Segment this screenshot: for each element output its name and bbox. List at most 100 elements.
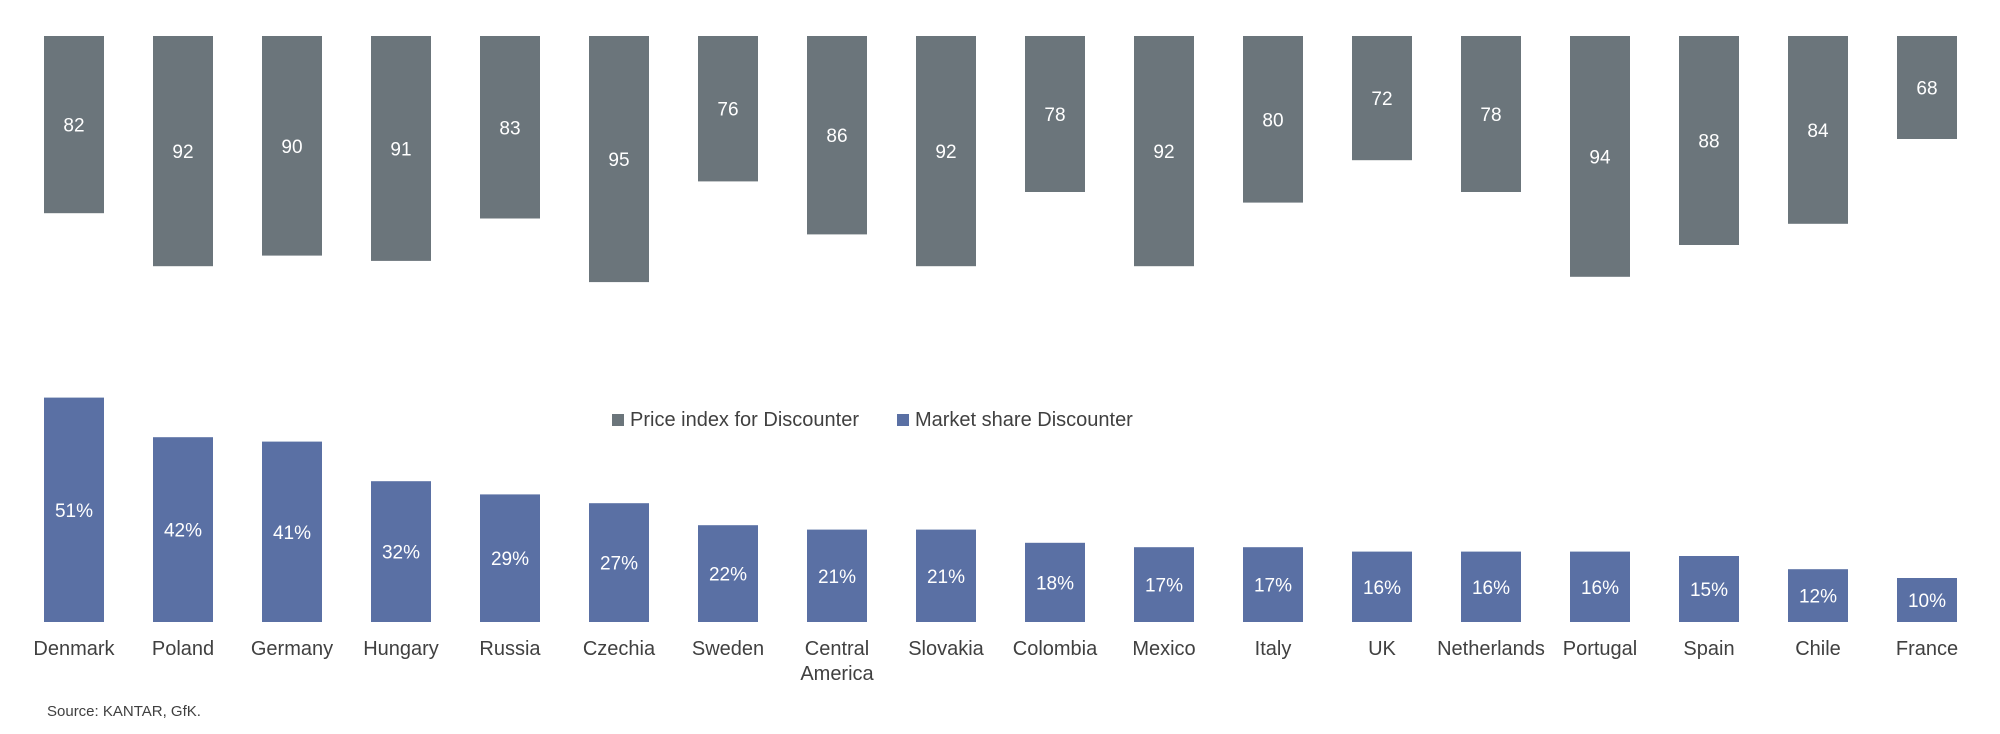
share-label-spain: 15% — [1690, 580, 1728, 601]
price-bar-hungary — [371, 36, 431, 261]
share-bar-germany — [262, 441, 322, 622]
legend-item-share: Market share Discounter — [896, 408, 1133, 432]
price-bar-slovakia — [916, 36, 976, 267]
share-bar-netherlands — [1461, 551, 1521, 622]
share-bar-france — [1897, 578, 1957, 622]
share-label-czechia: 27% — [600, 554, 638, 575]
category-label-netherlands: Netherlands — [1437, 638, 1545, 660]
price-label-colombia: 78 — [1044, 105, 1065, 126]
price-label-poland: 92 — [172, 142, 193, 163]
category-label-spain: Spain — [1683, 638, 1734, 660]
legend-swatch-price — [612, 414, 624, 426]
category-label-germany: Germany — [251, 638, 333, 660]
share-bar-central-america — [807, 529, 867, 622]
category-label-russia: Russia — [479, 638, 541, 660]
legend-swatch-share — [896, 414, 909, 426]
price-bar-czechia — [589, 36, 649, 283]
share-label-slovakia: 21% — [927, 567, 965, 588]
category-label-central-america: Central America — [800, 638, 874, 685]
category-label-hungary: Hungary — [363, 638, 439, 660]
share-label-hungary: 32% — [382, 543, 420, 564]
share-bar-denmark — [44, 397, 104, 622]
share-bar-sweden — [698, 525, 758, 622]
price-bar-uk — [1352, 36, 1412, 161]
price-label-czechia: 95 — [608, 150, 629, 171]
share-bar-hungary — [371, 481, 431, 622]
price-label-sweden: 76 — [717, 100, 738, 121]
share-bar-spain — [1679, 556, 1739, 622]
legend: Price index for Discounter Market share … — [612, 408, 1171, 432]
price-bar-netherlands — [1461, 36, 1521, 192]
price-label-spain: 88 — [1698, 132, 1719, 153]
share-bar-slovakia — [916, 529, 976, 622]
category-label-mexico: Mexico — [1132, 638, 1195, 660]
share-label-germany: 41% — [273, 523, 311, 544]
price-bar-sweden — [698, 36, 758, 182]
price-label-italy: 80 — [1262, 110, 1283, 131]
price-label-denmark: 82 — [63, 116, 84, 137]
share-label-sweden: 22% — [709, 565, 747, 586]
price-bar-colombia — [1025, 36, 1085, 192]
share-label-france: 10% — [1908, 591, 1946, 612]
price-bar-spain — [1679, 36, 1739, 245]
market-share-bars: 51% 42% 41% 32% 29% 27% 22% 21% 21% 18% 17% 17% 16% 1… — [44, 397, 1957, 622]
category-label-portugal: Portugal — [1563, 638, 1638, 660]
share-label-central-america: 21% — [818, 567, 856, 588]
share-label-mexico: 17% — [1145, 576, 1183, 597]
category-label-czechia: Czechia — [583, 638, 656, 660]
share-bar-portugal — [1570, 551, 1630, 622]
share-label-italy: 17% — [1254, 576, 1292, 597]
share-bar-poland — [153, 437, 213, 622]
category-label-uk: UK — [1368, 638, 1396, 660]
category-label-poland: Poland — [152, 638, 214, 660]
category-label-colombia: Colombia — [1013, 638, 1098, 660]
price-label-chile: 84 — [1807, 121, 1829, 142]
category-label-italy: Italy — [1255, 638, 1292, 660]
category-label-slovakia: Slovakia — [908, 638, 984, 660]
price-index-bars: 82 92 90 91 83 95 76 86 92 78 92 80 72 78 94 88 84 68 — [44, 36, 1957, 283]
price-label-germany: 90 — [281, 137, 302, 158]
price-bar-chile — [1788, 36, 1848, 224]
price-label-slovakia: 92 — [935, 142, 956, 163]
share-bar-colombia — [1025, 542, 1085, 622]
price-bar-denmark — [44, 36, 104, 214]
share-label-portugal: 16% — [1581, 578, 1619, 599]
share-bar-mexico — [1134, 547, 1194, 622]
price-bar-france — [1897, 36, 1957, 139]
share-label-netherlands: 16% — [1472, 578, 1510, 599]
legend-label-price: Price index for Discounter — [630, 408, 859, 431]
price-bar-mexico — [1134, 36, 1194, 267]
share-bar-czechia — [589, 503, 649, 622]
share-bar-uk — [1352, 551, 1412, 622]
legend-label-share: Market share Discounter — [914, 408, 1133, 431]
price-label-hungary: 91 — [390, 139, 411, 160]
price-label-netherlands: 78 — [1480, 105, 1501, 126]
share-bar-russia — [480, 494, 540, 622]
price-label-russia: 83 — [499, 118, 520, 139]
price-bar-germany — [262, 36, 322, 256]
category-label-sweden: Sweden — [692, 638, 764, 660]
share-bar-chile — [1788, 569, 1848, 622]
price-label-portugal: 94 — [1589, 147, 1611, 168]
price-label-uk: 72 — [1371, 89, 1392, 110]
category-label-france: France — [1896, 638, 1958, 660]
legend-item-price: Price index for Discounter — [612, 409, 859, 432]
share-label-uk: 16% — [1363, 578, 1401, 599]
price-label-mexico: 92 — [1153, 142, 1174, 163]
share-label-poland: 42% — [164, 521, 202, 542]
price-bar-russia — [480, 36, 540, 219]
category-label-chile: Chile — [1795, 638, 1841, 660]
share-bar-italy — [1243, 547, 1303, 622]
price-bar-poland — [153, 36, 213, 267]
share-label-denmark: 51% — [55, 501, 93, 522]
category-label-denmark: Denmark — [33, 638, 115, 660]
category-labels: Denmark Poland Germany Hungary Russia Czechia… — [33, 638, 1958, 685]
share-label-russia: 29% — [491, 549, 529, 570]
price-bar-italy — [1243, 36, 1303, 203]
price-bar-portugal — [1570, 36, 1630, 277]
price-label-france: 68 — [1916, 79, 1937, 100]
share-label-colombia: 18% — [1036, 573, 1074, 594]
price-bar-central-america — [807, 36, 867, 235]
share-label-chile: 12% — [1799, 587, 1837, 608]
